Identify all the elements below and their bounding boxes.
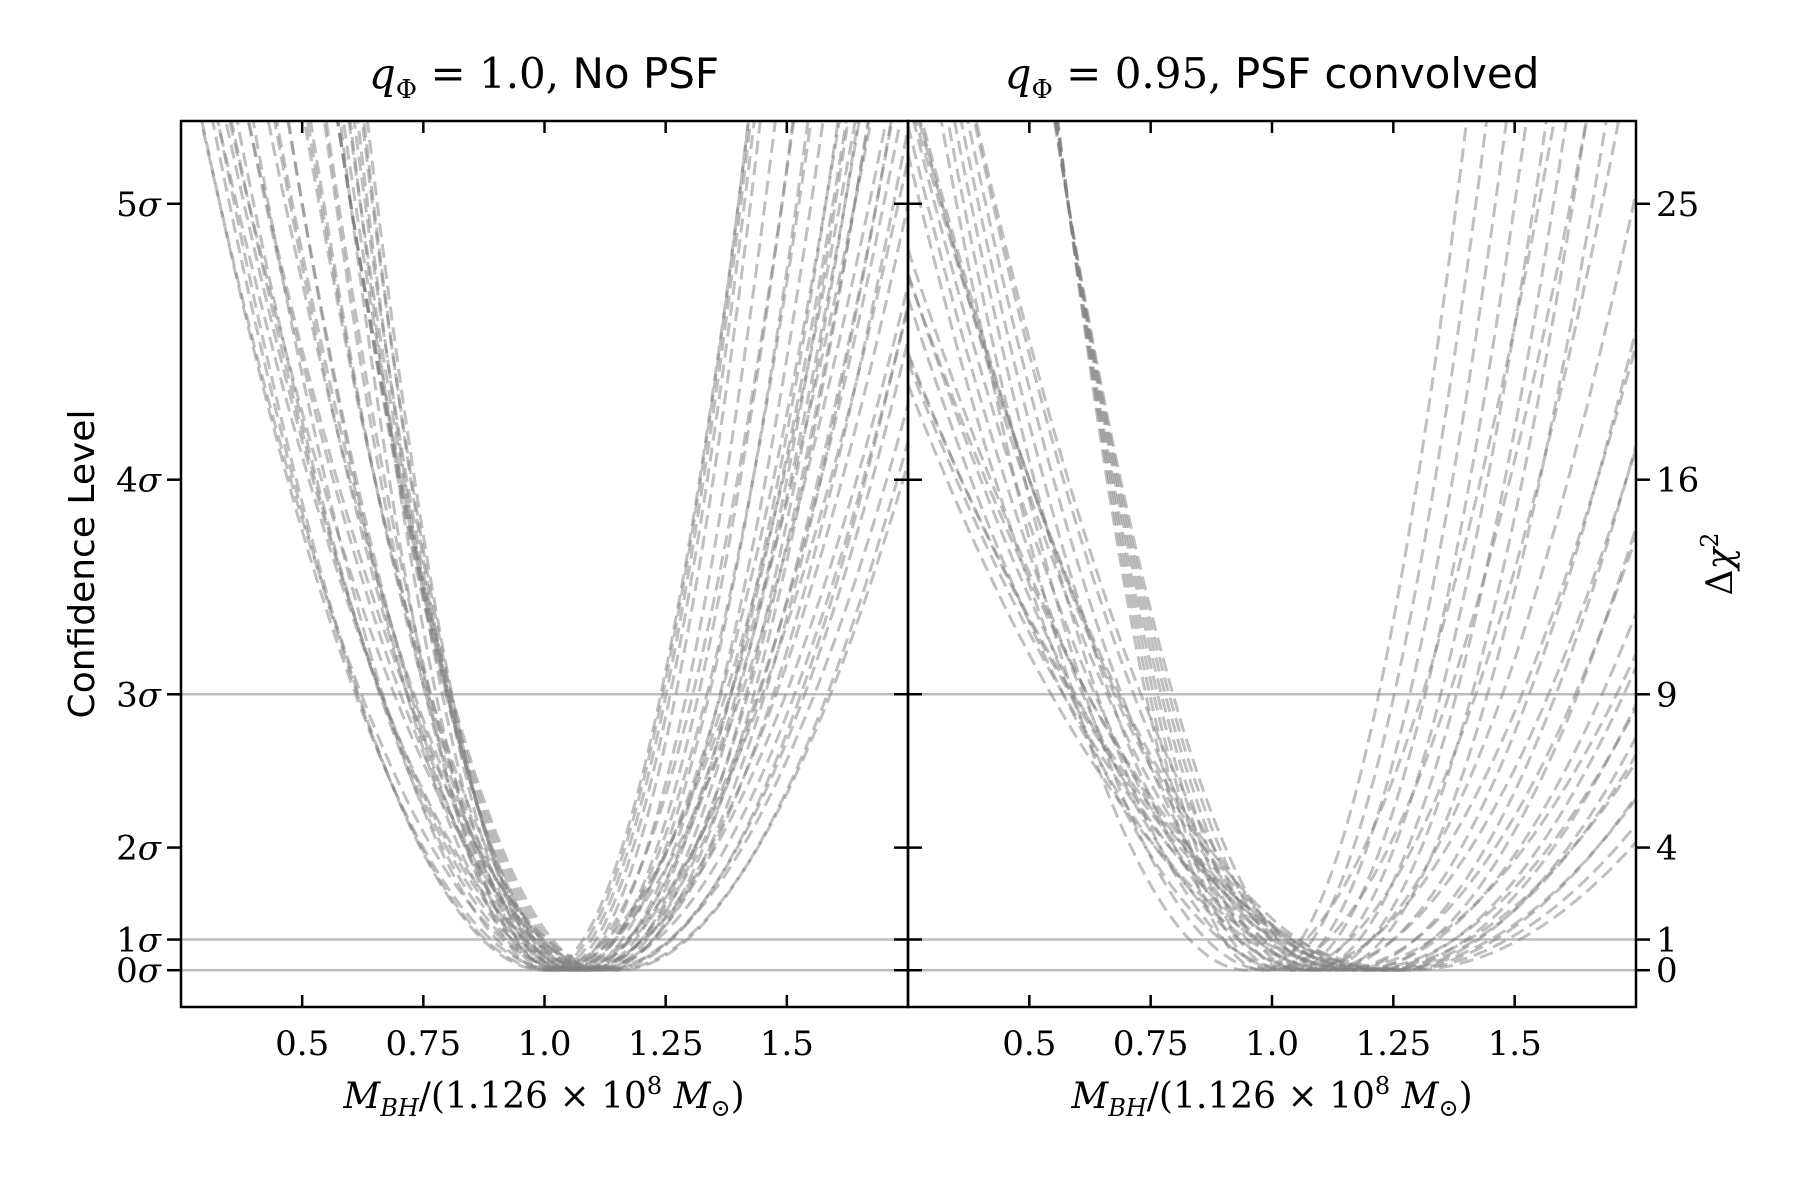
left-x-tick-label: 1.0 bbox=[517, 1024, 571, 1064]
left-curve-8 bbox=[347, 121, 810, 972]
right-y-axis: 01 4 9 16 25 bbox=[894, 185, 1699, 991]
left-curve-11 bbox=[336, 121, 850, 972]
right-curve-29 bbox=[908, 351, 1636, 972]
right-curve-11 bbox=[952, 121, 1621, 972]
left-curve-4 bbox=[362, 121, 756, 972]
left-panel-title: qΦ = 1.0, No PSF bbox=[369, 49, 719, 105]
left-curve-24 bbox=[216, 121, 873, 972]
left-curve-27 bbox=[211, 121, 888, 972]
left-y-tick-label: 3σ bbox=[116, 675, 162, 715]
right-x-tick-label: 1.0 bbox=[1245, 1024, 1299, 1064]
left-y-axis-label: Confidence Level bbox=[62, 410, 103, 719]
right-curve-30 bbox=[908, 354, 1636, 972]
left-curve-6 bbox=[360, 121, 777, 972]
right-curve-19 bbox=[918, 121, 1636, 972]
left-y-tick-label: 2σ bbox=[116, 829, 162, 869]
left-curve-33 bbox=[199, 121, 908, 972]
left-curve-1 bbox=[338, 121, 751, 972]
right-y-tick-label: 25 bbox=[1656, 185, 1699, 225]
right-y-axis-label: Δχ2 bbox=[1696, 532, 1741, 595]
left-curve-28 bbox=[229, 121, 908, 972]
right-plot-frame bbox=[906, 119, 1638, 1009]
right-curve-24 bbox=[908, 272, 1636, 972]
left-curve-9 bbox=[342, 121, 825, 972]
left-curve-2 bbox=[348, 121, 750, 972]
left-curve-23 bbox=[275, 121, 908, 972]
right-panel-title: qΦ = 0.95, PSF convolved bbox=[1005, 49, 1540, 105]
left-x-tick-label: 1.25 bbox=[628, 1024, 704, 1064]
left-x-axis: 0.5 0.75 1.0 1.25 1.5 bbox=[275, 121, 814, 1064]
left-curve-21 bbox=[251, 121, 857, 972]
right-x-tick-label: 1.25 bbox=[1355, 1024, 1431, 1064]
right-curve-16 bbox=[908, 153, 1636, 972]
left-curve-16 bbox=[309, 121, 848, 972]
left-curve-13 bbox=[335, 121, 870, 972]
right-x-axis: 0.5 0.75 1.0 1.25 1.5 bbox=[1002, 121, 1542, 1064]
left-curve-12 bbox=[336, 121, 860, 972]
right-curve-27 bbox=[908, 383, 1636, 972]
right-curve-25 bbox=[908, 248, 1636, 972]
right-panel: qΦ = 0.95, PSF convolved 0.5 0.75 1.0 1.25 1… bbox=[894, 49, 1741, 1122]
right-y-tick-label: 9 bbox=[1656, 675, 1678, 715]
right-curve-17 bbox=[908, 124, 1636, 972]
right-curve-5 bbox=[1054, 121, 1548, 972]
right-x-tick-label: 0.5 bbox=[1002, 1024, 1056, 1064]
left-x-axis-label: MBH/(1.126 × 108 M⊙) bbox=[342, 1072, 744, 1122]
left-curves bbox=[199, 121, 908, 972]
left-y-tick-label: 0σ bbox=[116, 951, 162, 991]
right-curve-23 bbox=[908, 297, 1636, 972]
left-y-tick-label: 5σ bbox=[116, 185, 162, 225]
right-y-tick-label: 16 bbox=[1656, 461, 1699, 501]
left-y-tick-label: 1σ bbox=[116, 921, 162, 961]
left-curve-34 bbox=[216, 121, 908, 972]
left-curve-30 bbox=[200, 121, 908, 972]
left-x-tick-label: 0.5 bbox=[275, 1024, 329, 1064]
left-curve-26 bbox=[266, 121, 908, 972]
right-curves bbox=[908, 121, 1636, 972]
left-curve-17 bbox=[305, 121, 871, 972]
left-curve-3 bbox=[356, 121, 753, 972]
right-curve-4 bbox=[1054, 121, 1528, 972]
right-curve-28 bbox=[908, 361, 1636, 972]
left-curve-14 bbox=[322, 121, 796, 972]
right-curve-13 bbox=[966, 121, 1636, 972]
left-curve-7 bbox=[352, 121, 795, 972]
left-curve-32 bbox=[247, 121, 908, 972]
left-curve-25 bbox=[235, 121, 902, 972]
right-x-axis-label: MBH/(1.126 × 108 M⊙) bbox=[1070, 1072, 1472, 1122]
right-y-tick-label: 1 bbox=[1656, 921, 1678, 961]
left-curve-29 bbox=[246, 121, 908, 972]
right-x-tick-label: 1.5 bbox=[1488, 1024, 1542, 1064]
left-curve-15 bbox=[324, 121, 813, 972]
right-curve-14 bbox=[972, 121, 1636, 972]
left-curve-22 bbox=[273, 121, 894, 972]
left-curve-20 bbox=[286, 121, 861, 972]
left-curve-19 bbox=[286, 121, 841, 972]
right-curve-18 bbox=[912, 121, 1636, 972]
right-curve-12 bbox=[959, 121, 1636, 972]
left-curve-35 bbox=[228, 121, 908, 972]
right-curve-26 bbox=[908, 274, 1636, 972]
left-curve-31 bbox=[224, 121, 908, 972]
left-x-tick-label: 0.75 bbox=[385, 1024, 461, 1064]
left-curve-10 bbox=[336, 121, 840, 972]
left-curve-5 bbox=[365, 121, 762, 972]
left-x-tick-label: 1.5 bbox=[760, 1024, 814, 1064]
right-y-tick-label: 0 bbox=[1656, 951, 1678, 991]
right-x-tick-label: 0.75 bbox=[1113, 1024, 1189, 1064]
left-y-tick-label: 4σ bbox=[116, 461, 162, 501]
right-y-tick-label: 4 bbox=[1656, 829, 1678, 869]
left-curve-18 bbox=[302, 121, 893, 972]
